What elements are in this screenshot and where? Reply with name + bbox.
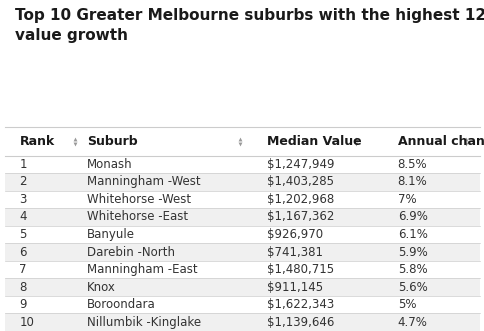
Bar xyxy=(5,208,479,226)
Text: Nillumbik -Kinglake: Nillumbik -Kinglake xyxy=(87,316,201,329)
Bar xyxy=(5,278,479,296)
Bar xyxy=(5,191,479,208)
Text: $926,970: $926,970 xyxy=(266,228,322,241)
Text: 5.8%: 5.8% xyxy=(397,263,426,276)
Text: 5: 5 xyxy=(19,228,27,241)
Text: $911,145: $911,145 xyxy=(266,281,322,294)
Text: 5.9%: 5.9% xyxy=(397,246,426,259)
Text: 6.9%: 6.9% xyxy=(397,211,427,223)
Text: Darebin -North: Darebin -North xyxy=(87,246,175,259)
Text: 4.7%: 4.7% xyxy=(397,316,427,329)
Text: $1,403,285: $1,403,285 xyxy=(266,175,333,188)
Bar xyxy=(5,296,479,313)
Text: 10: 10 xyxy=(19,316,34,329)
Text: Monash: Monash xyxy=(87,158,133,171)
Text: Manningham -East: Manningham -East xyxy=(87,263,197,276)
Text: Knox: Knox xyxy=(87,281,116,294)
Text: 4: 4 xyxy=(19,211,27,223)
Text: 2: 2 xyxy=(19,175,27,188)
Text: $1,167,362: $1,167,362 xyxy=(266,211,333,223)
Bar xyxy=(5,261,479,278)
Bar xyxy=(5,226,479,243)
Text: 9: 9 xyxy=(19,298,27,311)
Text: $1,480,715: $1,480,715 xyxy=(266,263,333,276)
Text: Rank: Rank xyxy=(19,135,55,148)
Text: Whitehorse -West: Whitehorse -West xyxy=(87,193,191,206)
Text: Manningham -West: Manningham -West xyxy=(87,175,200,188)
Text: $741,381: $741,381 xyxy=(266,246,322,259)
Text: 8: 8 xyxy=(19,281,27,294)
Text: Top 10 Greater Melbourne suburbs with the highest 12 month
value growth: Top 10 Greater Melbourne suburbs with th… xyxy=(15,8,484,43)
Text: 6: 6 xyxy=(19,246,27,259)
Text: 5.6%: 5.6% xyxy=(397,281,426,294)
Text: Whitehorse -East: Whitehorse -East xyxy=(87,211,188,223)
Text: Median Value: Median Value xyxy=(266,135,361,148)
Text: $1,247,949: $1,247,949 xyxy=(266,158,333,171)
Text: 7%: 7% xyxy=(397,193,415,206)
Bar xyxy=(5,156,479,173)
Text: $1,139,646: $1,139,646 xyxy=(266,316,333,329)
Text: Banyule: Banyule xyxy=(87,228,135,241)
Bar xyxy=(5,313,479,331)
Text: $1,622,343: $1,622,343 xyxy=(266,298,333,311)
Text: 8.1%: 8.1% xyxy=(397,175,426,188)
Text: Suburb: Suburb xyxy=(87,135,137,148)
Text: 7: 7 xyxy=(19,263,27,276)
Bar xyxy=(5,173,479,191)
Text: 1: 1 xyxy=(19,158,27,171)
Text: 5%: 5% xyxy=(397,298,415,311)
Text: 6.1%: 6.1% xyxy=(397,228,427,241)
Bar xyxy=(5,127,479,156)
Bar xyxy=(5,243,479,261)
Text: Annual change: Annual change xyxy=(397,135,484,148)
Text: 3: 3 xyxy=(19,193,27,206)
Text: Boroondara: Boroondara xyxy=(87,298,156,311)
Text: $1,202,968: $1,202,968 xyxy=(266,193,333,206)
Text: 8.5%: 8.5% xyxy=(397,158,426,171)
